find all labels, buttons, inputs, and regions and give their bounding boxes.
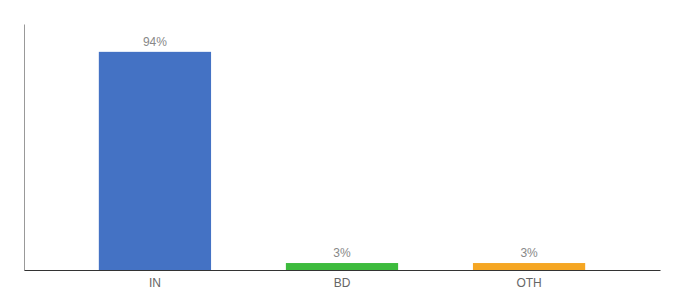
x-axis: IN BD OTH (25, 271, 661, 290)
data-label: 3% (520, 246, 538, 260)
x-tick: OTH (516, 276, 541, 290)
x-tick-label: IN (149, 276, 161, 290)
data-label: 94% (143, 35, 167, 49)
bars (99, 52, 585, 270)
x-axis-line (25, 270, 661, 271)
x-tick-label: OTH (516, 276, 541, 290)
bar (99, 52, 211, 270)
x-tick: BD (334, 276, 351, 290)
bar (473, 263, 585, 270)
bar (286, 263, 398, 270)
x-tick-label: BD (334, 276, 351, 290)
x-tick: IN (149, 276, 161, 290)
data-label: 3% (333, 246, 351, 260)
y-axis-line (24, 25, 25, 271)
chart: IN BD OTH 94% 3% 3% (0, 0, 680, 300)
y-axis (24, 25, 25, 271)
data-labels: 94% 3% 3% (143, 35, 538, 260)
plot: IN BD OTH 94% 3% 3% (25, 25, 661, 290)
